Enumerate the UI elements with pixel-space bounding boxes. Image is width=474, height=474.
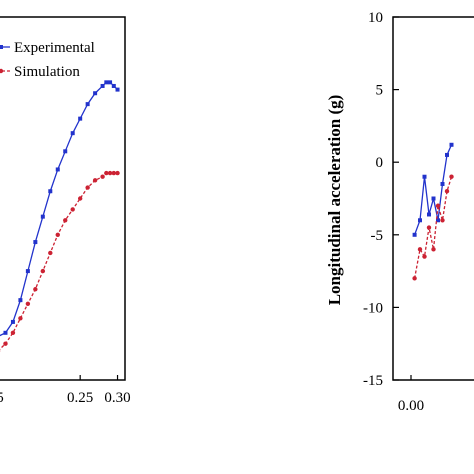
right-data-point-experimental: [440, 181, 445, 186]
left-data-point-simulation: [63, 218, 68, 223]
left-data-point-simulation: [10, 330, 16, 336]
legend-simulation-label: Simulation: [14, 64, 80, 80]
left-data-point-experimental: [111, 83, 116, 88]
right-series-line-simulation: [413, 176, 453, 279]
left-data-point-experimental: [100, 83, 105, 88]
left-plot-frame: [0, 16, 126, 381]
right-data-point-experimental: [427, 212, 431, 217]
left-data-point-simulation: [40, 268, 46, 274]
left-data-point-simulation: [70, 207, 75, 212]
left-data-point-experimental: [55, 167, 60, 172]
left-data-point-experimental: [93, 91, 98, 96]
right-y-tick-label: 0: [376, 155, 384, 171]
left-data-point-simulation: [85, 185, 90, 190]
right-data-point-simulation: [444, 189, 450, 194]
left-data-point-experimental: [115, 87, 120, 92]
left-data-point-experimental: [10, 319, 15, 324]
left-data-point-experimental: [18, 298, 23, 303]
right-data-point-simulation: [435, 203, 441, 208]
right-y-axis-label: Longitudinal acceleration (g): [325, 95, 344, 306]
right-data-point-simulation: [440, 218, 445, 223]
right-y-tick-label: 5: [376, 83, 384, 99]
left-data-point-experimental: [78, 116, 83, 121]
left-data-point-simulation: [92, 178, 98, 183]
right-data-point-simulation: [412, 276, 417, 281]
left-data-point-experimental: [108, 80, 113, 85]
left-x-tick-label: 0.25: [67, 390, 93, 406]
right-data-point-experimental: [436, 218, 440, 223]
left-data-point-simulation: [55, 232, 60, 237]
right-series-group: [412, 142, 454, 281]
left-series-group: [0, 80, 120, 352]
legend-experimental-label: Experimental: [14, 40, 95, 56]
right-y-ticks: 10 5 0 -5 -10 -15 0.00: [363, 10, 424, 414]
left-data-point-experimental: [104, 80, 109, 85]
left-data-point-experimental: [40, 214, 45, 219]
right-data-point-simulation: [449, 174, 454, 179]
left-data-point-experimental: [3, 330, 8, 335]
right-data-point-experimental: [445, 152, 449, 157]
left-x-tick-label-partial: 5: [0, 390, 4, 406]
right-plot-frame: [392, 16, 474, 381]
right-data-point-experimental: [418, 218, 422, 223]
right-y-tick-label: 10: [368, 10, 383, 26]
left-data-point-experimental: [33, 240, 38, 245]
legend-experimental-marker: [0, 45, 3, 49]
right-data-point-experimental: [431, 196, 436, 201]
left-series-line-experimental: [0, 81, 118, 337]
right-y-tick-label: -5: [371, 228, 384, 244]
left-data-point-simulation: [107, 170, 113, 176]
left-x-ticks: 0.25 0.30 5: [0, 375, 131, 406]
left-data-point-simulation: [18, 316, 23, 321]
left-data-point-experimental: [48, 189, 53, 194]
right-y-tick-label: -15: [363, 373, 383, 389]
left-data-point-simulation: [48, 250, 53, 256]
right-data-point-experimental: [449, 142, 454, 147]
right-data-point-simulation: [431, 247, 436, 252]
right-data-point-experimental: [412, 232, 417, 237]
right-data-point-simulation: [426, 225, 432, 230]
left-data-point-simulation: [104, 170, 109, 176]
left-data-point-experimental: [85, 102, 90, 107]
left-chart-panel: 0.25 0.30 5 Experimental Simulation: [0, 16, 131, 406]
left-data-point-simulation: [25, 301, 31, 306]
left-data-point-simulation: [115, 170, 120, 176]
left-series-line-simulation: [0, 172, 118, 350]
right-data-point-experimental: [422, 174, 427, 179]
left-data-point-simulation: [77, 196, 83, 201]
left-data-point-simulation: [100, 174, 105, 179]
right-chart-panel: 10 5 0 -5 -10 -15 0.00 Longitudinal accelerati…: [325, 10, 474, 414]
left-data-point-experimental: [70, 131, 75, 136]
right-data-point-simulation: [422, 254, 427, 259]
left-data-point-simulation: [33, 287, 38, 292]
left-data-point-simulation: [3, 341, 8, 346]
left-data-point-experimental: [63, 149, 68, 154]
right-x-tick-label: 0.00: [398, 398, 424, 414]
left-data-point-experimental: [25, 269, 30, 274]
legend-simulation-marker: [0, 68, 4, 74]
left-x-tick-label: 0.30: [104, 390, 130, 406]
legend: Experimental Simulation: [0, 40, 95, 80]
right-y-tick-label: -10: [363, 300, 383, 316]
left-data-point-simulation: [111, 170, 116, 176]
right-data-point-simulation: [417, 247, 423, 252]
